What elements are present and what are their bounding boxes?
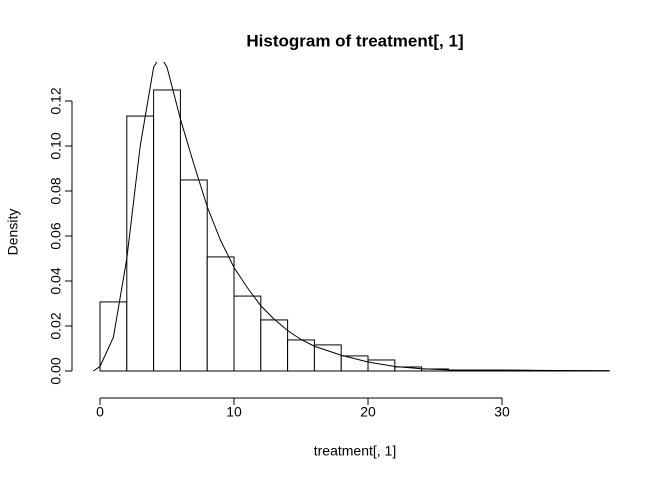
y-tick-label: 0.12 [48,87,64,114]
bar [153,89,181,372]
y-tick-label: 0.00 [48,357,64,384]
x-tick-label: 20 [360,404,376,420]
bar [313,344,342,372]
x-tick-label: 10 [226,404,242,420]
x-tick-label: 0 [96,404,104,420]
y-tick-label: 0.10 [48,132,64,159]
y-tick-label: 0.06 [48,222,64,249]
bar [260,319,289,372]
bar [126,115,155,372]
bar [179,179,208,372]
chart-title: Histogram of treatment[, 1] [246,31,463,50]
y-axis-label: Density [5,209,21,256]
y-tick-label: 0.02 [48,312,64,339]
x-axis-label: treatment[, 1] [314,443,396,459]
x-tick-label: 30 [494,404,510,420]
density-line [93,62,610,372]
bar [206,256,235,372]
bar [287,339,315,372]
y-tick-label: 0.08 [48,177,64,204]
bar [367,359,396,372]
y-tick-label: 0.04 [48,267,64,294]
bar [233,295,262,372]
